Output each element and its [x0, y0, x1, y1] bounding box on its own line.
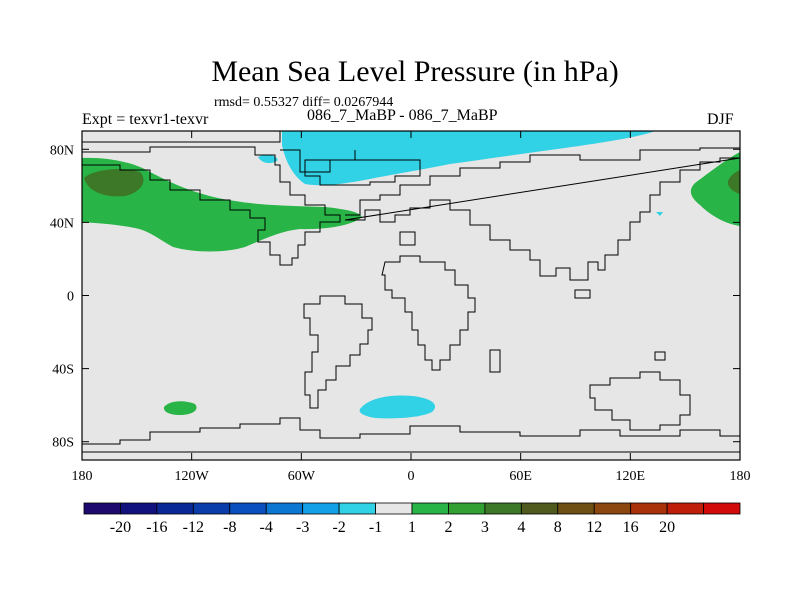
- southern-ocean-negative: [359, 395, 436, 419]
- colorbar-swatch: [375, 502, 413, 515]
- colorbar-swatch: [484, 502, 522, 515]
- colorbar-swatch: [83, 502, 121, 515]
- north-pacific-positive: [82, 157, 362, 252]
- mediterranean-coast: [399, 231, 416, 246]
- colorbar-swatch: [302, 502, 340, 515]
- y-tick-label: 40S: [52, 363, 74, 378]
- colorbar-swatch: [666, 502, 704, 515]
- colorbar-swatch: [120, 502, 158, 515]
- north-pacific-core: [84, 169, 144, 197]
- colorbar-swatch: [630, 502, 668, 515]
- x-tick-label: 0: [408, 469, 415, 484]
- colorbar-swatch: [593, 502, 632, 515]
- colorbar-label: -2: [332, 519, 345, 536]
- eurasia-coast: [344, 147, 741, 281]
- season-label: DJF: [707, 111, 734, 128]
- x-tick-label: 60W: [288, 469, 316, 484]
- colorbar-swatch: [192, 502, 231, 515]
- colorbar-label: -16: [146, 519, 167, 536]
- colorbar-swatch: [448, 502, 486, 515]
- experiment-label: Expt = texvr1-texvr: [82, 111, 209, 128]
- colorbar-label: 2: [444, 519, 452, 536]
- colorbar-swatch: [156, 502, 194, 515]
- x-tick-label: 180: [72, 469, 93, 484]
- africa-coast: [381, 255, 476, 371]
- anomaly-layer: [82, 131, 740, 419]
- colorbar: -20 -16 -12 -8 -4 -3 -2 -1 1 2 3 4 8 12 16 20: [83, 502, 741, 536]
- colorbar-label: 3: [481, 519, 489, 536]
- south-america-coast: [303, 295, 373, 409]
- x-tick-label: 120W: [175, 469, 210, 484]
- siberia-core: [727, 170, 740, 194]
- colorbar-label: 20: [659, 519, 675, 536]
- colorbar-label: 12: [586, 519, 602, 536]
- stats-text: rmsd= 0.55327 diff= 0.0267944: [214, 95, 394, 110]
- colorbar-swatch: [265, 502, 304, 515]
- colorbar-label: 16: [623, 519, 639, 536]
- colorbar-swatch: [703, 502, 741, 515]
- y-tick-label: 80S: [52, 436, 74, 451]
- australia-coast: [589, 371, 691, 431]
- colorbar-label: -1: [369, 519, 382, 536]
- colorbar-swatch: [338, 502, 376, 515]
- y-tick-label: 0: [67, 290, 74, 305]
- chart-title: Mean Sea Level Pressure (in hPa): [211, 55, 619, 88]
- x-tick-label: 60E: [509, 469, 532, 484]
- madagascar-coast: [489, 349, 501, 373]
- colorbar-label: 1: [408, 519, 416, 536]
- y-tick-label: 40N: [50, 216, 74, 231]
- greenland-coast: [304, 159, 421, 186]
- x-tick-label: 180: [730, 469, 751, 484]
- colorbar-label: -20: [110, 519, 131, 536]
- x-tick-label: 120E: [616, 469, 646, 484]
- colorbar-swatch: [557, 502, 595, 515]
- arctic-negative: [258, 131, 663, 216]
- southern-ocean-positive: [163, 401, 197, 415]
- coastlines: [82, 131, 741, 453]
- antarctica-coast: [82, 417, 740, 445]
- x-axis: 180 120W 60W 0 60E 120E 180: [72, 131, 751, 484]
- colorbar-label: 4: [517, 519, 525, 536]
- colorbar-label: -12: [183, 519, 204, 536]
- colorbar-swatch: [520, 502, 559, 515]
- colorbar-swatch: [411, 502, 449, 515]
- y-tick-label: 80N: [50, 143, 74, 158]
- islands-coast: [574, 289, 666, 361]
- siberia-positive: [690, 152, 740, 226]
- colorbar-label: -8: [223, 519, 236, 536]
- colorbar-label: -3: [296, 519, 309, 536]
- y-axis: 80N 40N 0 40S 80S: [50, 143, 740, 451]
- north-atlantic-positive: [252, 210, 302, 228]
- colorbar-label: -4: [260, 519, 273, 536]
- colorbar-label: 8: [554, 519, 562, 536]
- case-label: 086_7_MaBP - 086_7_MaBP: [307, 107, 498, 124]
- north-america-coast: [82, 146, 341, 266]
- colorbar-swatch: [229, 502, 267, 515]
